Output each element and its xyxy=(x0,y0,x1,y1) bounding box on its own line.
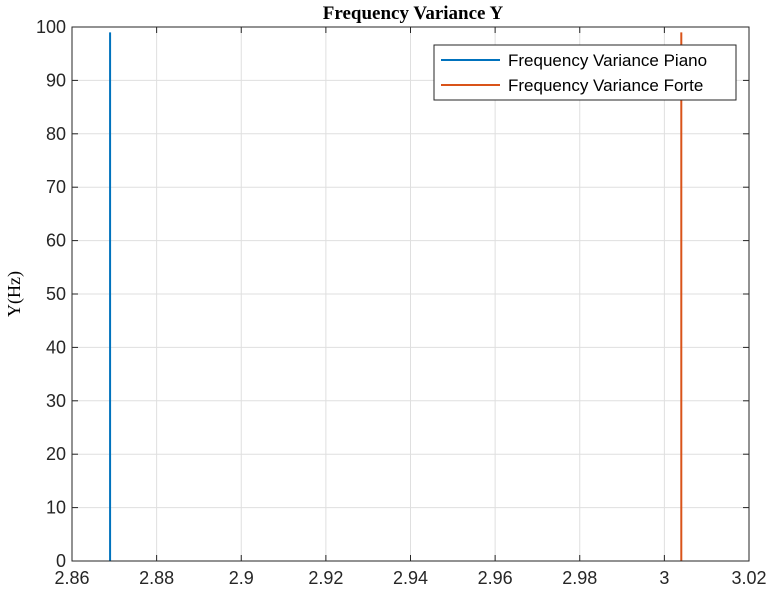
legend: Frequency Variance Piano Frequency Varia… xyxy=(433,44,737,101)
y-tick-label: 50 xyxy=(46,284,66,304)
x-tick-label: 3.02 xyxy=(731,568,766,588)
x-tick-label: 2.98 xyxy=(562,568,597,588)
y-tick-label: 40 xyxy=(46,337,66,357)
y-tick-label: 100 xyxy=(36,17,66,37)
y-tick-label: 60 xyxy=(46,231,66,251)
x-tick-label: 2.9 xyxy=(229,568,254,588)
x-tick-label: 3 xyxy=(659,568,669,588)
x-tick-label: 2.94 xyxy=(393,568,428,588)
x-tick-label: 2.96 xyxy=(478,568,513,588)
y-tick-label: 0 xyxy=(56,551,66,571)
y-tick-label: 90 xyxy=(46,70,66,90)
x-tick-label: 2.92 xyxy=(308,568,343,588)
legend-box xyxy=(433,44,737,101)
x-tick-label: 2.86 xyxy=(54,568,89,588)
y-tick-label: 20 xyxy=(46,444,66,464)
y-tick-label: 10 xyxy=(46,498,66,518)
y-tick-label: 30 xyxy=(46,391,66,411)
legend-label-piano: Frequency Variance Piano xyxy=(508,51,707,70)
chart-title: Frequency Variance Y xyxy=(323,3,504,24)
x-tick-label: 2.88 xyxy=(139,568,174,588)
y-tick-label: 80 xyxy=(46,124,66,144)
y-axis-label: Y(Hz) xyxy=(4,271,25,317)
grid xyxy=(72,27,749,561)
plot-lines xyxy=(109,32,683,561)
legend-label-forte: Frequency Variance Forte xyxy=(508,76,703,95)
ticks: 2.86 2.88 2.9 2.92 2.94 2.96 2.98 3 3.02 0 10 20 30 4… xyxy=(36,17,767,588)
y-tick-label: 70 xyxy=(46,177,66,197)
